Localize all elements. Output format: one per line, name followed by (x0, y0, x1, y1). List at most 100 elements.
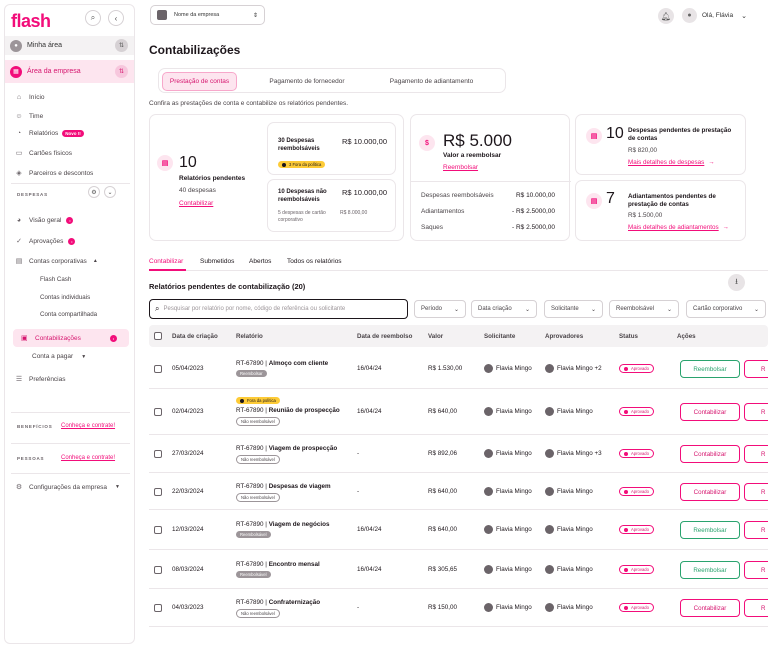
search-input[interactable]: ⌕ Pesquisar por relatório por nome, códi… (149, 299, 408, 319)
row-action-button[interactable]: Contabilizar (680, 483, 740, 501)
user-menu[interactable]: ● Olá, Flávia ⌄ (682, 8, 747, 23)
row-approvers[interactable]: Flavia Mingo (545, 487, 593, 496)
area-empresa-item[interactable]: ▦ Área da empresa ⇅ (5, 60, 134, 83)
sidebar-item-visao-geral[interactable]: ◕ Visão geral • (15, 217, 74, 224)
sidebar-item-aprovacoes[interactable]: ✓ Aprovações • (15, 237, 76, 245)
search-icon[interactable]: ⌕ (85, 10, 101, 26)
row-action-button[interactable]: Reembolsar (680, 360, 740, 378)
table-row[interactable]: 27/03/2024 RT-67890 | Viagem de prospecçã… (149, 435, 768, 473)
row-checkbox[interactable] (154, 566, 162, 574)
sidebar-subitem-flash-cash[interactable]: Flash Cash (40, 276, 72, 283)
row-checkbox[interactable] (154, 450, 162, 458)
col-relatorio[interactable]: Relatório (236, 333, 263, 340)
row-action-button[interactable]: Contabilizar (680, 599, 740, 617)
row-report[interactable]: RT-67890 | Reunião de prospecção (236, 407, 340, 414)
row-secondary-action-button[interactable]: R (744, 483, 768, 501)
collapse-icon[interactable]: ‹ (108, 10, 124, 26)
filter-data-criacao[interactable]: Data criação ⌄ (471, 300, 537, 318)
col-aprovadores[interactable]: Aprovadores (545, 333, 584, 340)
row-secondary-action-button[interactable]: R (744, 521, 768, 539)
sidebar-item-preferencias[interactable]: ☰ Preferências (15, 375, 66, 384)
table-row[interactable]: 08/03/2024 RT-67890 | Encontro mensal Reem… (149, 550, 768, 589)
beneficios-link[interactable]: Conheça e contrate! (61, 423, 116, 429)
row-checkbox[interactable] (154, 526, 162, 534)
row-report[interactable]: RT-67890 | Despesas de viagem (236, 483, 331, 490)
contabilizar-link[interactable]: Contabilizar (179, 200, 214, 207)
adiantamentos-detalhes-link[interactable]: Mais detalhes de adiantamentos → (628, 224, 729, 231)
minha-area-item[interactable]: ● Minha área ⇅ (5, 36, 134, 55)
table-row[interactable]: 04/03/2023 RT-67890 | Confraternização Não… (149, 589, 768, 627)
sidebar-item-time[interactable]: ☺ Time (15, 113, 44, 120)
row-approvers[interactable]: Flavia Mingo (545, 603, 593, 612)
sidebar-subitem-conta-compartilhada[interactable]: Conta compartilhada (40, 311, 98, 318)
col-status[interactable]: Status (619, 333, 638, 340)
flash-logo[interactable]: flash (11, 11, 51, 31)
download-icon[interactable]: ⭳ (728, 274, 745, 291)
row-checkbox[interactable] (154, 488, 162, 496)
col-solicitante[interactable]: Solicitante (484, 333, 516, 340)
row-report[interactable]: RT-67890 | Viagem de prospecção (236, 445, 338, 452)
filter-solicitante[interactable]: Solicitante ⌄ (544, 300, 603, 318)
tab-fornecedor[interactable]: Pagamento de fornecedor (269, 78, 345, 85)
row-secondary-action-button[interactable]: R (744, 360, 768, 378)
sidebar-item-contas-corporativas[interactable]: ▤ Contas corporativas ▲ (15, 257, 98, 266)
row-action-button[interactable]: Contabilizar (680, 445, 740, 463)
tab-todos[interactable]: Todos os relatórios (287, 258, 342, 265)
chevron-up-icon[interactable]: ▲ (92, 258, 98, 264)
sidebar-item-contabilizacoes[interactable]: ▣ Contabilizações • (13, 329, 129, 347)
swap-icon[interactable]: ⇅ (115, 39, 128, 52)
row-checkbox[interactable] (154, 365, 162, 373)
row-approvers[interactable]: Flavia Mingo (545, 525, 593, 534)
sidebar-item-inicio[interactable]: ⌂ Início (16, 94, 45, 101)
table-row[interactable]: 12/03/2024 RT-67890 | Viagem de negócios R… (149, 510, 768, 550)
row-action-button[interactable]: Reembolsar (680, 561, 740, 579)
sidebar-item-parceiros[interactable]: ◈ Parceiros e descontos (16, 169, 94, 178)
row-report[interactable]: RT-67890 | Almoço com cliente (236, 360, 329, 367)
row-secondary-action-button[interactable]: R (744, 599, 768, 617)
sidebar-item-configuracoes[interactable]: ⚙ Configurações da empresa ▼ (15, 483, 120, 492)
row-report[interactable]: RT-67890 | Viagem de negócios (236, 521, 330, 528)
despesas-detalhes-link[interactable]: Mais detalhes de despesas → (628, 159, 715, 166)
row-checkbox[interactable] (154, 604, 162, 612)
sidebar-item-relatorios[interactable]: ◔ Relatórios Novo !! (15, 130, 84, 137)
gear-icon[interactable]: ⚙ (88, 186, 100, 198)
swap-icon[interactable]: ⇅ (115, 65, 128, 78)
tab-abertos[interactable]: Abertos (249, 258, 272, 265)
row-approvers[interactable]: Flavia Mingo +3 (545, 449, 602, 458)
table-row[interactable]: 05/04/2023 RT-67890 | Almoço com cliente R… (149, 348, 768, 389)
row-approvers[interactable]: Flavia Mingo +2 (545, 364, 602, 373)
row-secondary-action-button[interactable]: R (744, 445, 768, 463)
tab-contabilizar[interactable]: Contabilizar (149, 258, 184, 265)
table-row[interactable]: 22/03/2024 RT-67890 | Despesas de viagem N… (149, 473, 768, 510)
bell-icon[interactable]: 🔔︎ (658, 8, 674, 24)
row-secondary-action-button[interactable]: R (744, 561, 768, 579)
col-valor[interactable]: Valor (428, 333, 444, 340)
row-secondary-action-button[interactable]: R (744, 403, 768, 421)
row-action-button[interactable]: Reembolsar (680, 521, 740, 539)
row-approvers[interactable]: Flavia Mingo (545, 565, 593, 574)
row-report[interactable]: RT-67890 | Encontro mensal (236, 561, 320, 568)
pessoas-link[interactable]: Conheça e contrate! (61, 455, 116, 461)
col-data-reembolso[interactable]: Data de reembolso (357, 333, 413, 340)
filter-periodo[interactable]: Período ⌄ (414, 300, 466, 318)
sidebar-item-cartoes[interactable]: ▭ Cartões físicos (15, 149, 72, 158)
sidebar-item-conta-a-pagar[interactable]: Conta a pagar ▼ (32, 353, 87, 360)
chevron-down-icon[interactable]: ▼ (81, 353, 87, 360)
row-approvers[interactable]: Flavia Mingo (545, 407, 593, 416)
row-action-button[interactable]: Contabilizar (680, 403, 740, 421)
col-data-criacao[interactable]: Data de criação (172, 333, 218, 340)
select-all-checkbox[interactable] (154, 332, 162, 340)
reembolsar-link[interactable]: Reembolsar (443, 164, 479, 171)
chevron-down-icon[interactable]: ⌄ (104, 186, 116, 198)
tab-submetidos[interactable]: Submetidos (200, 258, 235, 265)
filter-reembolsavel[interactable]: Reembolsável ⌄ (609, 300, 679, 318)
chevron-down-icon[interactable]: ▼ (115, 484, 120, 490)
company-select[interactable]: Nome da empresa ⇕ (150, 5, 265, 25)
tab-adiantamento[interactable]: Pagamento de adiantamento (389, 78, 474, 85)
row-report[interactable]: RT-67890 | Confraternização (236, 599, 321, 606)
table-row[interactable]: 02/04/2023 Fora da política RT-67890 | Reu… (149, 389, 768, 435)
row-checkbox[interactable] (154, 408, 162, 416)
sidebar-subitem-contas-individuais[interactable]: Contas individuais (40, 294, 91, 301)
tab-prestacao[interactable]: Prestação de contas (162, 72, 237, 91)
filter-cartao-corporativo[interactable]: Cartão corporativo ⌄ (686, 300, 766, 318)
